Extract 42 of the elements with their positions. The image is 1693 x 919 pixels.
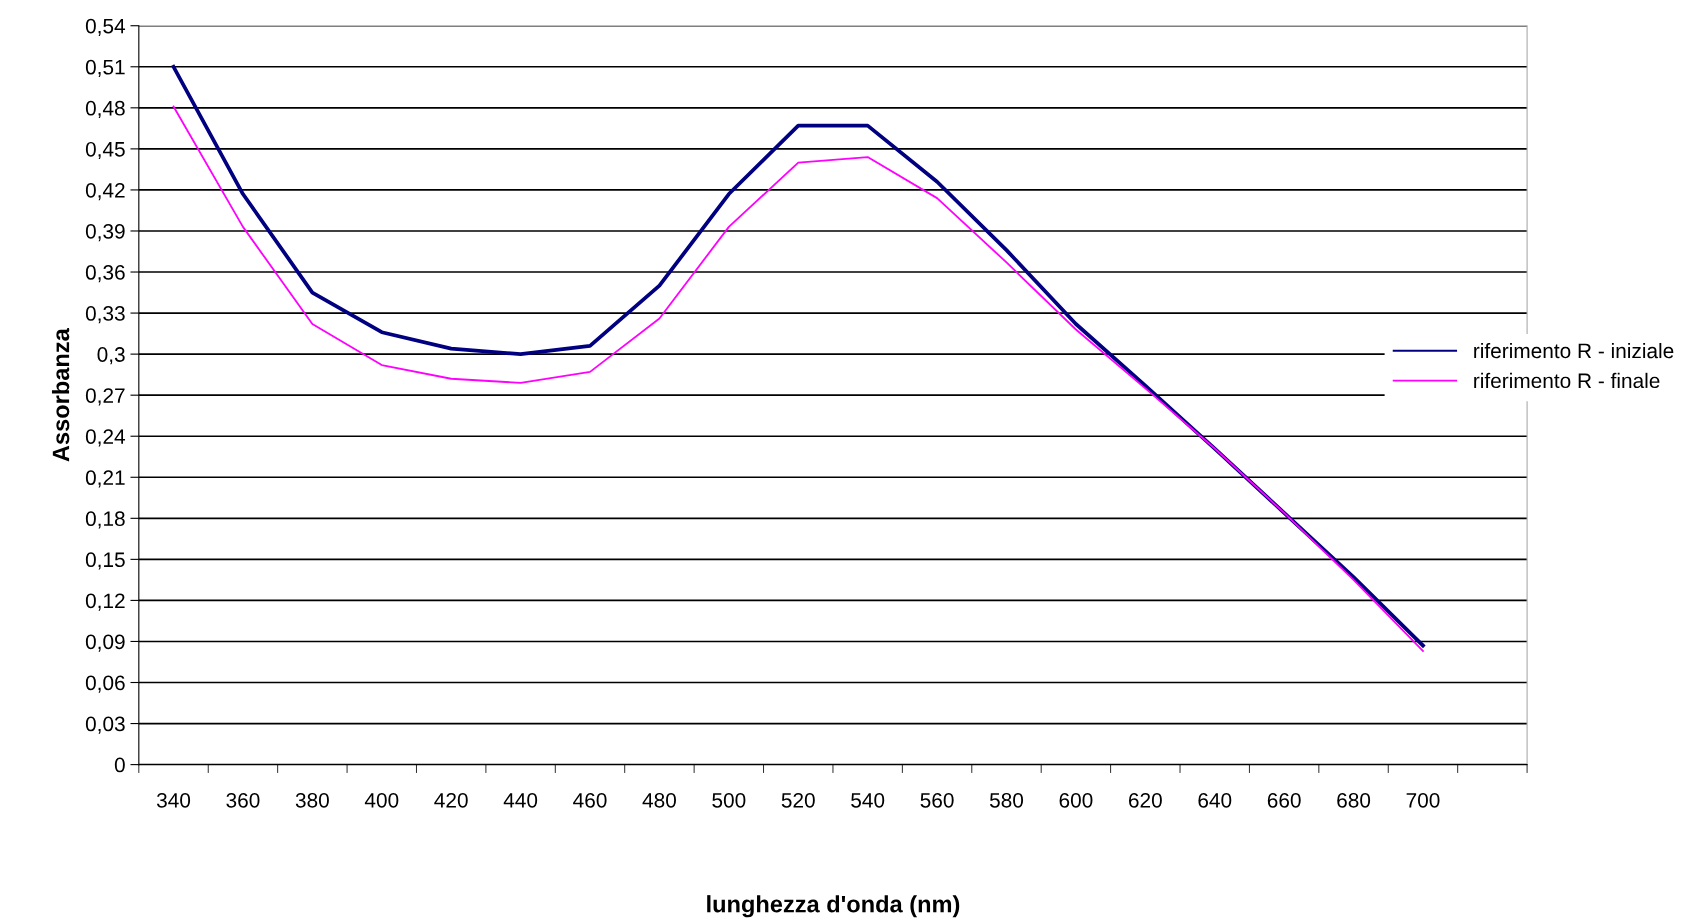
y-tick-label: 0,21: [85, 470, 125, 488]
y-tick-label: 0,18: [85, 511, 125, 529]
x-tick-label: 340: [156, 792, 191, 808]
y-tick-label: 0,39: [85, 223, 125, 242]
y-tick-label: 0,15: [85, 552, 125, 570]
x-tick-label: 680: [1337, 792, 1371, 808]
x-tick-label: 360: [226, 792, 260, 808]
x-tick-label: 420: [434, 792, 468, 808]
x-tick-label: 380: [295, 792, 329, 808]
x-tick-label: 620: [1128, 792, 1162, 808]
x-tick-label: 440: [503, 792, 538, 808]
y-tick-label: 0,06: [85, 675, 125, 693]
x-tick-label: 400: [364, 792, 399, 808]
y-tick-label: 0,03: [85, 716, 125, 734]
x-tick-label: 520: [781, 792, 815, 808]
y-tick-label: 0,09: [85, 634, 125, 652]
x-tick-label: 580: [989, 792, 1024, 808]
x-tick-label: 640: [1198, 792, 1232, 808]
x-tick-label: 460: [573, 792, 607, 808]
legend-label: riferimento R - iniziale: [1474, 342, 1674, 359]
legend-label: riferimento R - finale: [1474, 372, 1660, 389]
x-tick-label: 480: [642, 792, 676, 808]
y-tick-label: 0,42: [85, 182, 125, 201]
y-tick-label: 0,48: [85, 100, 125, 119]
y-tick-label: 0,3: [97, 347, 125, 365]
x-tick-label: 500: [712, 792, 746, 808]
y-tick-label: 0,24: [85, 429, 126, 447]
y-axis-title: Assorbanza: [51, 328, 70, 462]
x-tick-label: 660: [1267, 792, 1301, 808]
x-tick-label: 540: [851, 792, 885, 808]
y-tick-label: 0,51: [85, 59, 125, 77]
y-tick-label: 0,27: [85, 388, 125, 406]
y-tick-label: 0,45: [85, 141, 125, 160]
x-axis-title: lunghezza d'onda (nm): [707, 895, 960, 918]
x-tick-label: 700: [1406, 792, 1440, 808]
y-tick-label: 0,33: [85, 306, 125, 324]
y-tick-label: 0,36: [85, 265, 125, 283]
x-tick-label: 600: [1059, 792, 1093, 808]
x-tick-label: 560: [920, 792, 954, 808]
y-tick-label: 0: [114, 757, 125, 773]
y-tick-label: 0,12: [85, 593, 125, 611]
y-tick-label: 0,54: [85, 18, 126, 36]
